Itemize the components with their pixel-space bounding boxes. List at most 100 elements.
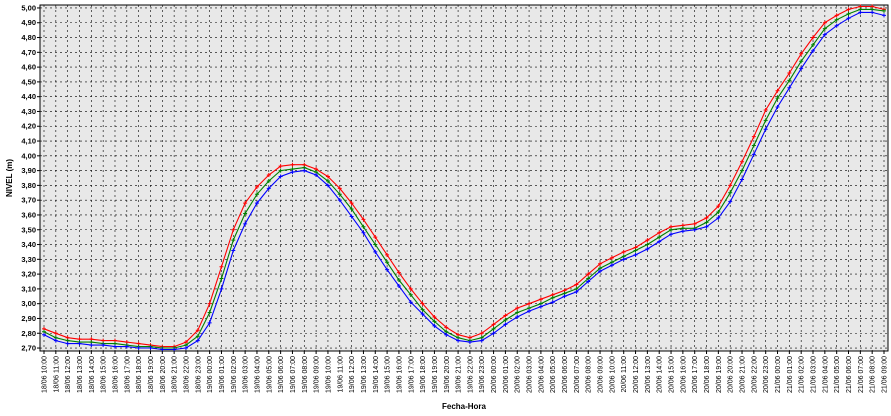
y-tick-label: 3,60 <box>21 210 36 219</box>
data-point <box>112 344 117 349</box>
data-point <box>586 279 591 284</box>
x-tick-label: 20/06 08:00 <box>586 356 593 393</box>
x-tick-label: 20/06 16:00 <box>680 356 687 393</box>
x-tick-label: 20/06 09:00 <box>598 356 605 393</box>
x-tick-label: 19/06 07:00 <box>290 356 297 393</box>
data-point <box>775 88 780 93</box>
data-point <box>822 32 827 37</box>
data-point <box>503 317 508 322</box>
y-tick-label: 2,70 <box>21 344 36 353</box>
data-point <box>834 23 839 28</box>
x-tick-label: 20/06 17:00 <box>692 356 699 393</box>
data-point <box>621 257 626 262</box>
x-tick-label: 18/06 10:00 <box>42 356 49 393</box>
x-tick-label: 19/06 22:00 <box>467 356 474 393</box>
x-tick-label: 21/06 02:00 <box>799 356 806 393</box>
data-point <box>609 255 614 260</box>
data-point <box>586 272 591 277</box>
x-tick-label: 19/06 08:00 <box>302 356 309 393</box>
data-point <box>479 338 484 343</box>
x-tick-label: 20/06 12:00 <box>633 356 640 393</box>
data-point <box>692 221 697 226</box>
y-tick-label: 4,40 <box>21 92 36 101</box>
y-tick-label: 4,70 <box>21 48 36 57</box>
data-point <box>515 314 520 319</box>
data-point <box>621 249 626 254</box>
x-tick-label: 18/06 12:00 <box>65 356 72 393</box>
x-tick-label: 19/06 10:00 <box>325 356 332 393</box>
data-point <box>775 96 780 101</box>
y-tick-label: 4,90 <box>21 18 36 27</box>
data-point <box>349 201 354 206</box>
data-point <box>337 186 342 191</box>
data-point <box>266 173 271 178</box>
x-tick-label: 19/06 01:00 <box>219 356 226 393</box>
data-point <box>420 312 425 317</box>
x-tick-label: 20/06 23:00 <box>763 356 770 393</box>
data-point <box>254 184 259 189</box>
data-point <box>503 313 508 318</box>
x-tick-label: 19/06 04:00 <box>254 356 261 393</box>
data-point <box>846 16 851 21</box>
data-point <box>657 230 662 235</box>
x-tick-label: 18/06 16:00 <box>112 356 119 393</box>
y-tick-label: 3,30 <box>21 255 36 264</box>
data-point <box>408 300 413 305</box>
data-point <box>183 346 188 351</box>
y-tick-label: 3,70 <box>21 196 36 205</box>
x-tick-label: 21/06 04:00 <box>822 356 829 393</box>
data-point <box>467 340 472 345</box>
data-point <box>361 224 366 229</box>
data-point <box>562 294 567 299</box>
x-tick-label: 19/06 20:00 <box>444 356 451 393</box>
data-point <box>704 224 709 229</box>
data-point <box>325 174 330 179</box>
x-tick-label: 20/06 05:00 <box>550 356 557 393</box>
data-point <box>633 248 638 253</box>
y-tick-label: 3,40 <box>21 240 36 249</box>
data-point <box>645 246 650 251</box>
data-point <box>716 210 721 215</box>
data-point <box>538 304 543 309</box>
x-tick-label: 19/06 00:00 <box>207 356 214 393</box>
x-tick-label: 21/06 01:00 <box>787 356 794 393</box>
x-tick-label: 19/06 13:00 <box>361 356 368 393</box>
plot-background <box>39 4 889 352</box>
data-point <box>385 260 390 265</box>
data-point <box>716 204 721 209</box>
data-point <box>740 159 745 164</box>
data-point <box>396 283 401 288</box>
y-tick-label: 4,20 <box>21 122 36 131</box>
x-tick-label: 18/06 17:00 <box>124 356 131 393</box>
data-point <box>811 42 816 47</box>
data-point <box>385 267 390 272</box>
x-tick-label: 21/06 07:00 <box>858 356 865 393</box>
data-point <box>172 347 177 352</box>
y-axis: 2,70 2,80 2,90 3,00 3,10 3,20 3,30 3,40 3,50 3,60… <box>21 3 40 353</box>
y-tick-label: 4,30 <box>21 107 36 116</box>
x-tick-label: 20/06 19:00 <box>716 356 723 393</box>
x-tick-label: 19/06 18:00 <box>420 356 427 393</box>
data-point <box>491 322 496 327</box>
data-point <box>787 71 792 76</box>
data-point <box>432 319 437 324</box>
x-tick-label: 20/06 22:00 <box>751 356 758 393</box>
x-tick-label: 20/06 01:00 <box>503 356 510 393</box>
data-point <box>680 229 685 234</box>
data-point <box>432 323 437 328</box>
data-point <box>266 186 271 191</box>
data-point <box>337 192 342 197</box>
x-tick-label: 19/06 03:00 <box>243 356 250 393</box>
data-point <box>858 10 863 15</box>
y-tick-label: 3,20 <box>21 270 36 279</box>
data-point <box>834 13 839 18</box>
data-point <box>77 341 82 346</box>
data-point <box>195 338 200 343</box>
x-tick-label: 20/06 06:00 <box>562 356 569 393</box>
data-point <box>160 347 165 352</box>
data-point <box>243 201 248 206</box>
data-point <box>361 217 366 222</box>
x-tick-label: 19/06 15:00 <box>385 356 392 393</box>
